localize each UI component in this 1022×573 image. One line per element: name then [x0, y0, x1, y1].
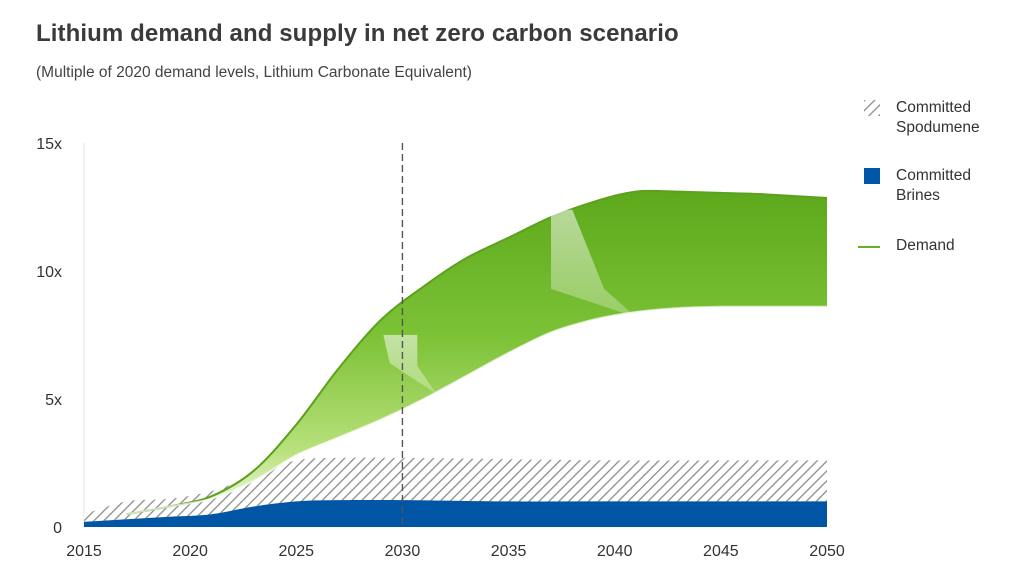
demand-arrow-marker	[383, 335, 437, 394]
demand-upper-line	[126, 189, 828, 516]
x-tick-label: 2040	[597, 543, 633, 560]
y-tick-label: 15x	[36, 136, 62, 153]
y-tick-label: 10x	[36, 264, 62, 281]
demand-lower-line	[126, 305, 827, 516]
demand-arrow-marker	[551, 209, 636, 318]
x-tick-label: 2025	[278, 543, 314, 560]
x-tick-label: 2015	[66, 543, 102, 560]
x-tick-label: 2020	[172, 543, 208, 560]
y-tick-label: 5x	[45, 392, 62, 409]
x-tick-label: 2030	[385, 543, 421, 560]
legend-item-brines: Committed Brines	[864, 166, 1014, 210]
legend-label-demand: Demand	[896, 237, 955, 254]
brines-area	[84, 499, 827, 527]
hatch-swatch-icon	[864, 100, 880, 116]
y-tick-label: 0	[53, 520, 62, 537]
demand-area	[126, 190, 827, 515]
x-tick-label: 2035	[491, 543, 527, 560]
solid-swatch-icon	[864, 168, 880, 184]
legend-item-spodumene: Committed Spodumene	[864, 98, 1014, 142]
chart-legend: Committed Spodumene Committed Brines Dem…	[858, 98, 1014, 256]
legend-label-spodumene: Committed Spodumene	[896, 99, 980, 136]
chart-subtitle: (Multiple of 2020 demand levels, Lithium…	[36, 64, 472, 81]
x-tick-label: 2045	[703, 543, 739, 560]
line-swatch-icon	[858, 246, 880, 248]
legend-label-brines: Committed Brines	[896, 167, 971, 204]
x-tick-label: 2050	[809, 543, 845, 560]
legend-item-demand: Demand	[858, 236, 1014, 256]
chart-title: Lithium demand and supply in net zero ca…	[36, 20, 679, 47]
spodumene-area	[84, 457, 827, 522]
